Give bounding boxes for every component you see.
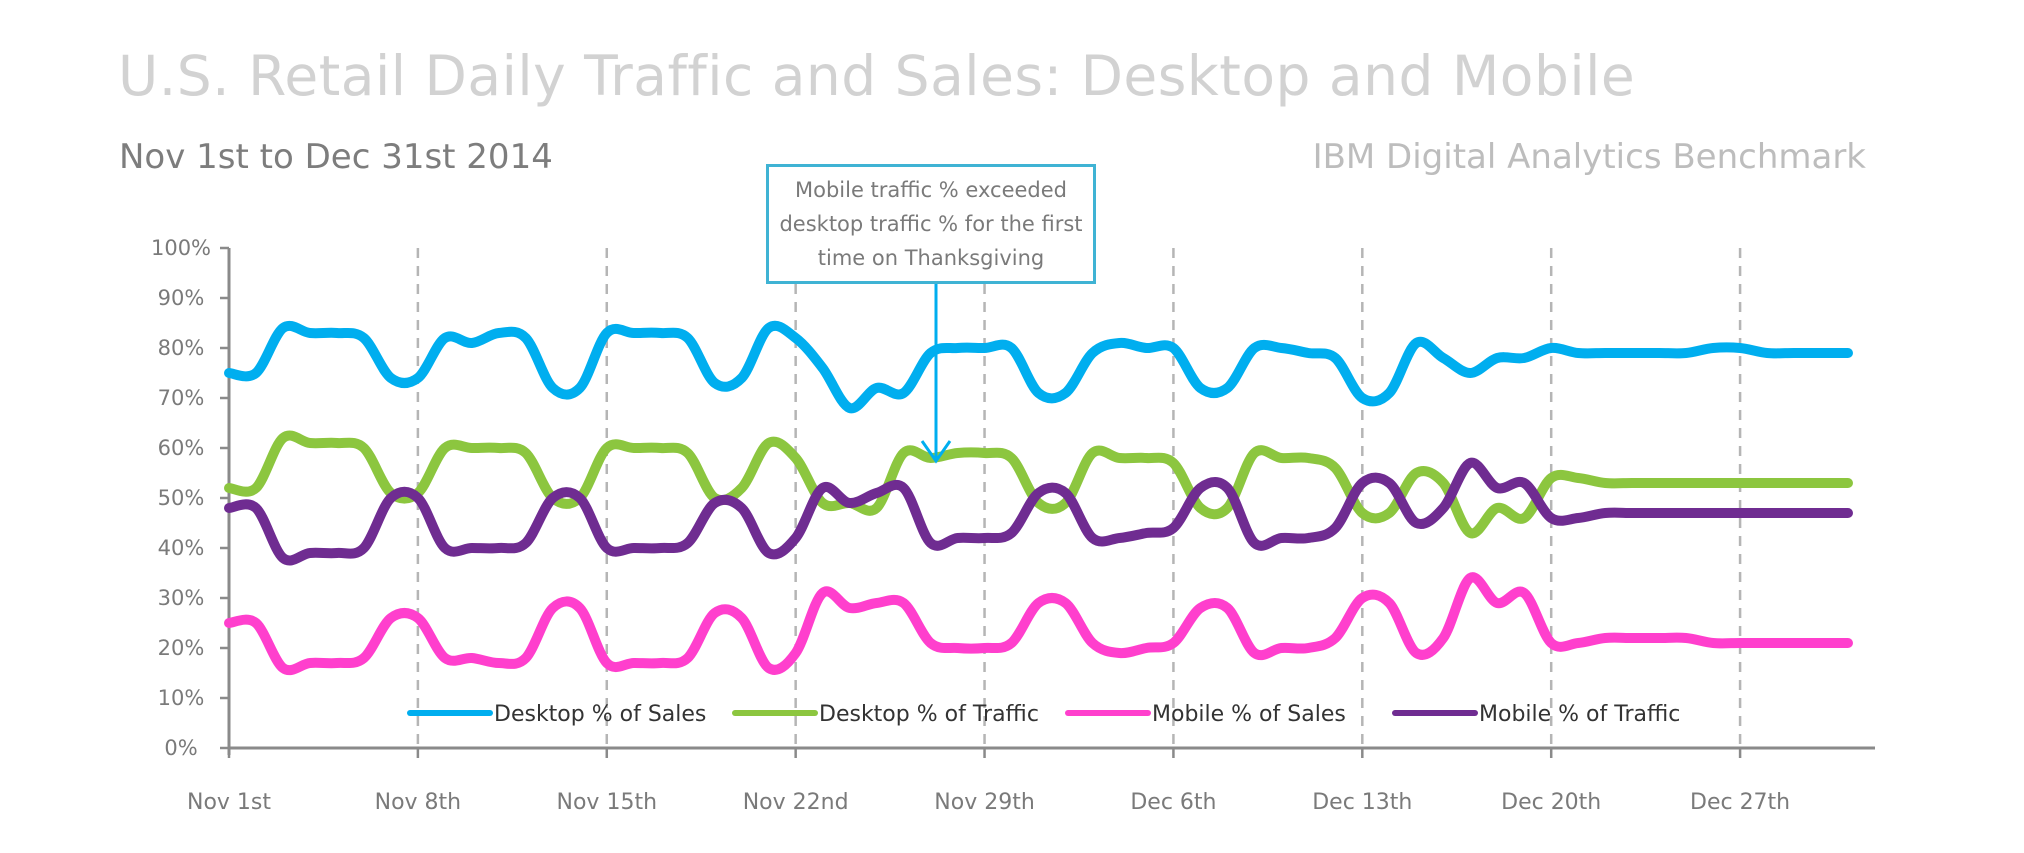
y-tick-label: 90% [158,286,205,310]
x-tick-label: Dec 13th [1312,790,1412,815]
series-line-desktop-traffic [224,430,1853,539]
series-line-desktop-sales [224,320,1853,414]
legend-label: Desktop % of Traffic [819,702,1039,727]
y-tick-label: 20% [158,636,205,660]
y-tick-label: 50% [158,486,205,510]
annotation-arrow [920,284,952,464]
y-tick-label: 10% [158,686,205,710]
chart-source: IBM Digital Analytics Benchmark [1312,137,1866,177]
annotation-callout: Mobile traffic % exceeded desktop traffi… [766,164,1096,284]
series-line-mobile-traffic [224,457,1853,566]
chart-axes: 0% 10% 20% 30% 40% 50% 60% 70% 80% 90% 100% Nov 1st… [151,236,1875,815]
x-tick-label: Nov 1st [187,790,271,815]
legend-label: Desktop % of Sales [494,702,706,727]
y-tick-label: 0% [164,736,197,760]
annotation-arrow-head [920,440,952,464]
chart-subtitle: Nov 1st to Dec 31st 2014 [119,137,553,177]
legend-label: Mobile % of Sales [1152,702,1346,727]
annotation-text: Mobile traffic % exceeded desktop traffi… [779,178,1083,270]
x-tick-label: Dec 20th [1501,790,1601,815]
chart-title: U.S. Retail Daily Traffic and Sales: Des… [118,44,1636,108]
y-tick-label: 40% [158,536,205,560]
x-tick-label: Nov 8th [375,790,462,815]
y-tick-label: 100% [151,236,211,260]
x-tick-label: Nov 15th [557,790,658,815]
y-tick-label: 30% [158,586,205,610]
x-tick-label: Dec 6th [1130,790,1216,815]
x-tick-label: Dec 27th [1690,790,1790,815]
y-tick-label: 70% [158,386,205,410]
series-lines [224,320,1853,676]
chart-legend: Desktop % of Sales Desktop % of Traffic Mo… [407,702,1680,727]
legend-label: Mobile % of Traffic [1479,702,1680,727]
x-tick-label: Nov 22nd [743,790,849,815]
x-tick-label: Nov 29th [934,790,1035,815]
y-tick-label: 80% [158,336,205,360]
y-tick-label: 60% [158,436,205,460]
series-line-mobile-sales [224,572,1853,676]
